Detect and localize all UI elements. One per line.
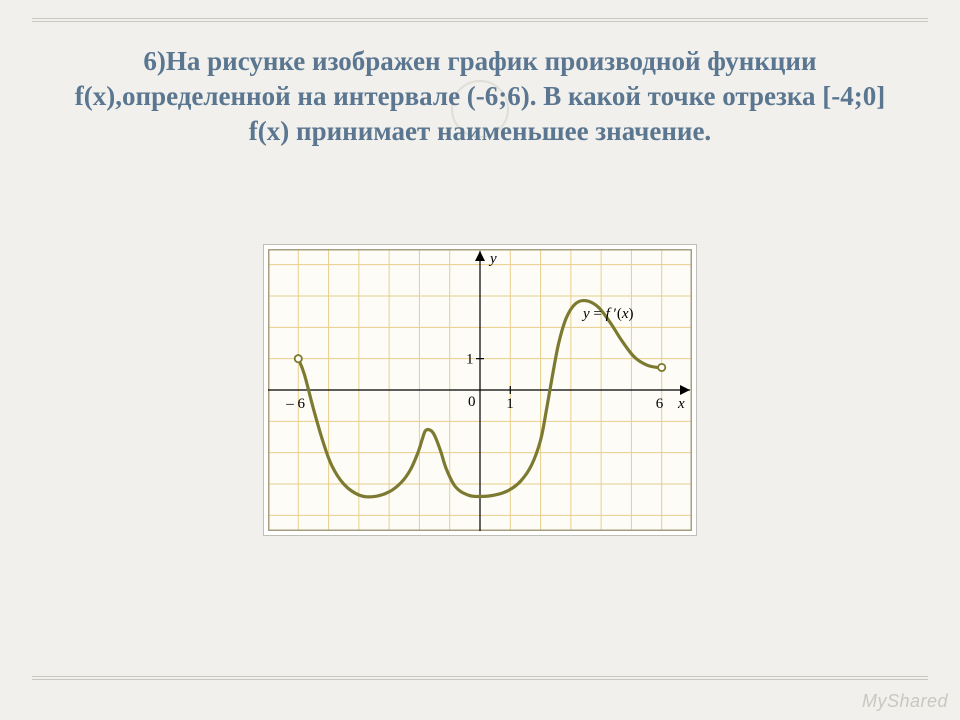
svg-text:– 6: – 6 xyxy=(285,396,305,412)
derivative-chart: 0 1 1 – 6 6x y y = f ′(x) xyxy=(268,249,692,531)
slide: 6)На рисунке изображен график производно… xyxy=(0,0,960,720)
watermark: MyShared xyxy=(862,691,948,712)
svg-text:y = f ′(x): y = f ′(x) xyxy=(581,306,634,322)
svg-text:1: 1 xyxy=(466,352,474,368)
svg-text:0: 0 xyxy=(468,394,476,410)
svg-text:1: 1 xyxy=(506,396,514,412)
svg-text:y: y xyxy=(488,251,497,267)
svg-text:x: x xyxy=(677,396,685,412)
problem-title: 6)На рисунке изображен график производно… xyxy=(60,44,900,149)
svg-text:6: 6 xyxy=(656,396,664,412)
chart-container: 0 1 1 – 6 6x y y = f ′(x) xyxy=(263,244,697,536)
